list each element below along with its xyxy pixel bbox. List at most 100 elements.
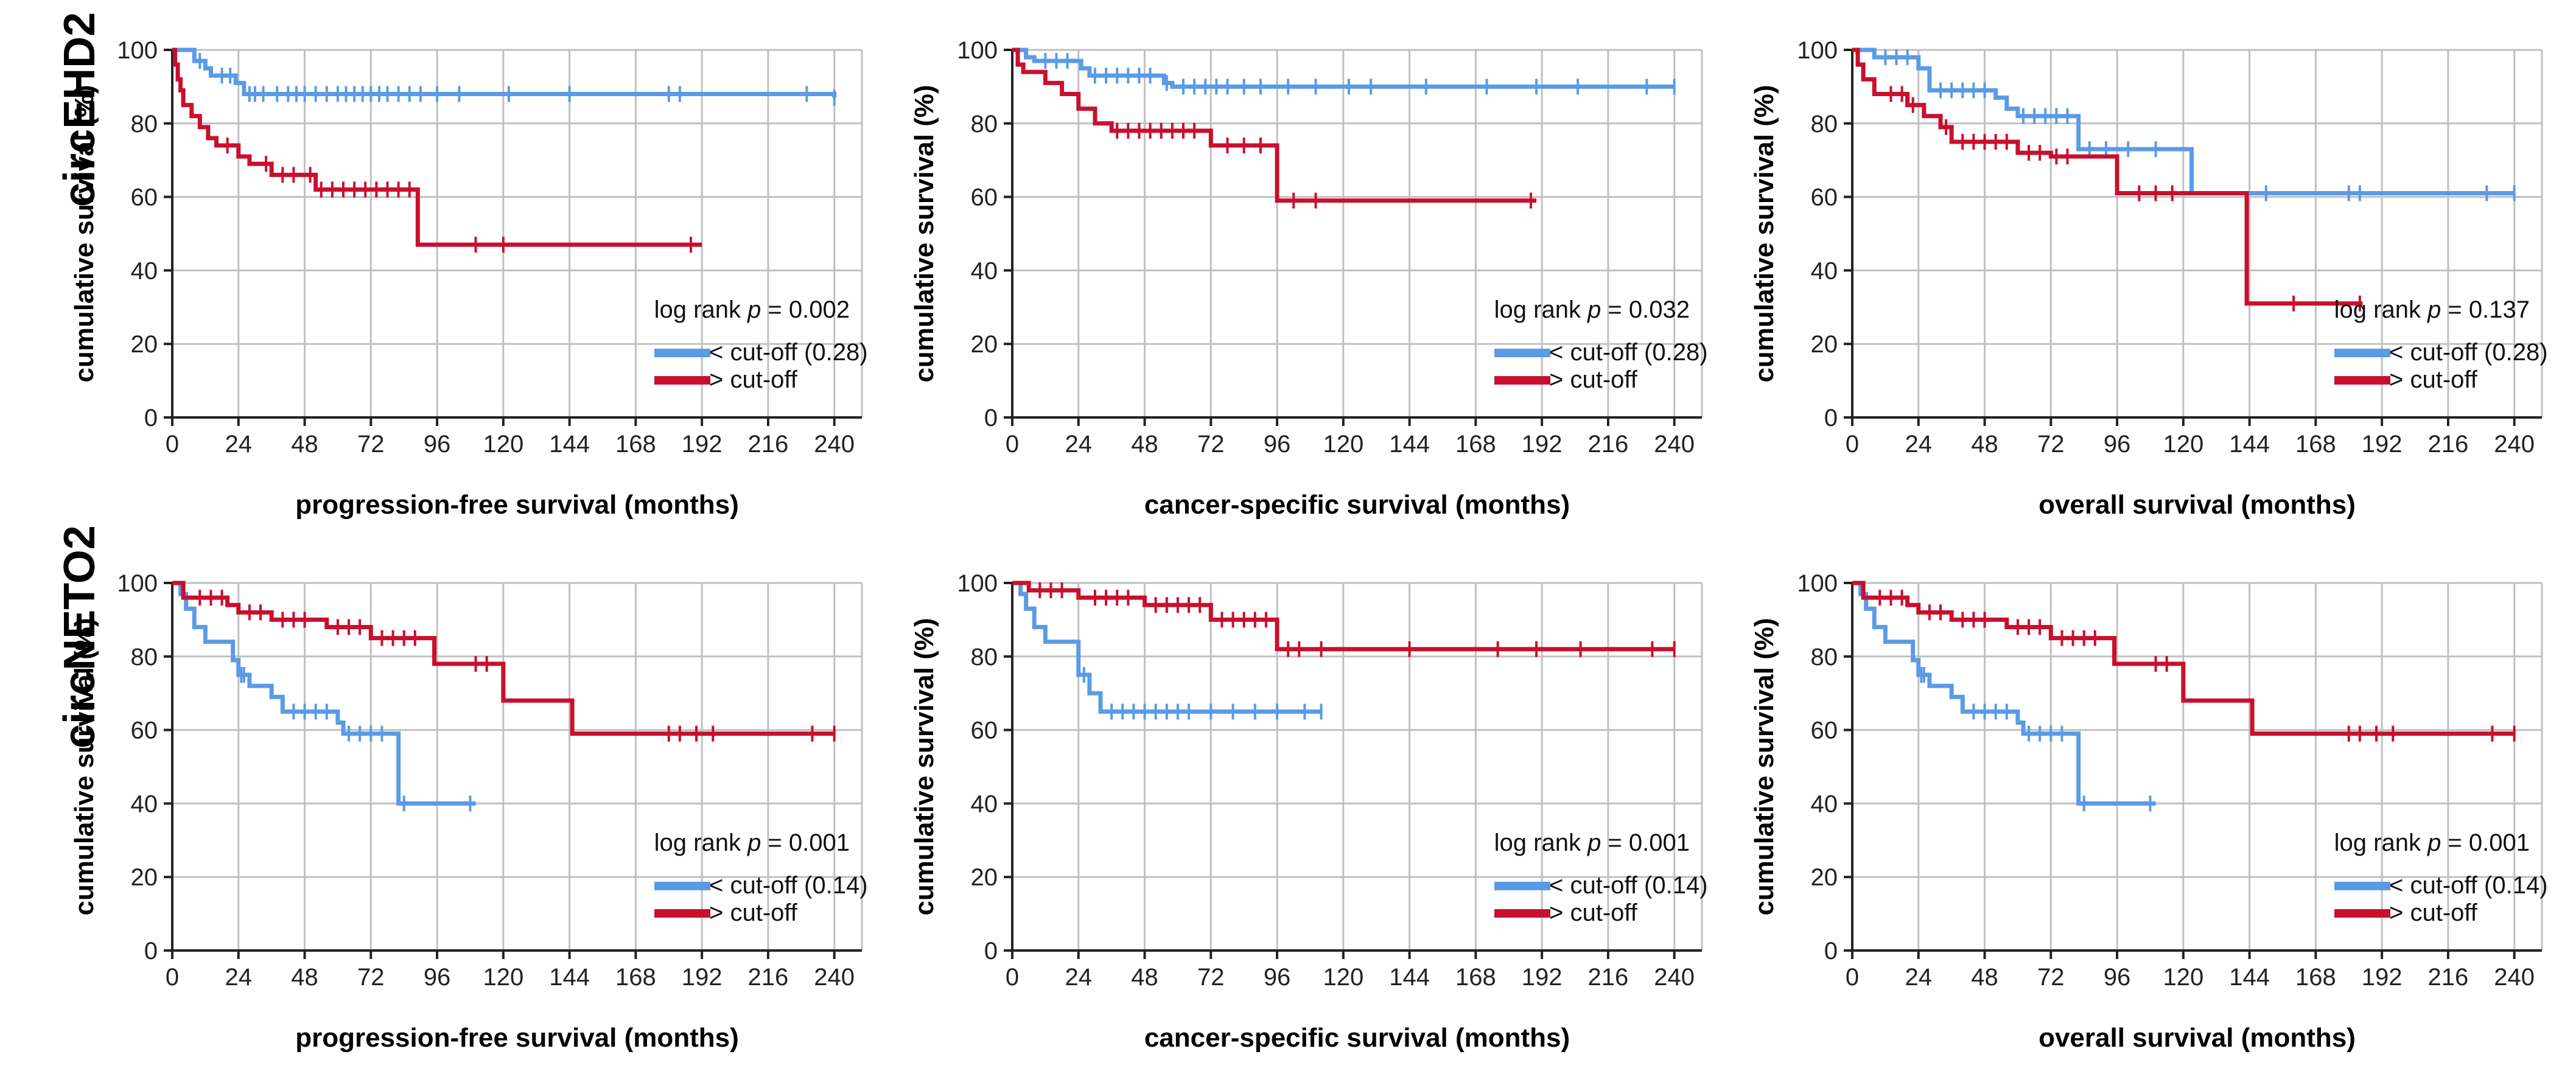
- legend-label-high: > cut-off: [709, 366, 798, 393]
- x-tick-label: 192: [2362, 431, 2403, 458]
- x-tick-label: 24: [225, 431, 253, 458]
- x-tick-label: 48: [291, 964, 318, 991]
- y-axis-title: cumulative survival (%): [69, 85, 99, 382]
- x-tick-label: 72: [357, 431, 385, 458]
- log-rank-value: = 0.032: [1601, 296, 1690, 323]
- y-tick-label: 100: [957, 37, 998, 64]
- km-curve-low: [172, 47, 837, 98]
- x-axis-title: progression-free survival (months): [295, 1023, 739, 1053]
- x-tick-label: 120: [1323, 964, 1363, 991]
- y-tick-label: 40: [1811, 790, 1838, 817]
- y-tick-label: 60: [131, 184, 158, 211]
- y-tick-label: 20: [131, 864, 158, 891]
- x-tick-label: 240: [814, 964, 855, 991]
- x-tick-label: 48: [1971, 964, 1998, 991]
- x-tick-label: 192: [2362, 964, 2403, 991]
- x-tick-label: 216: [748, 964, 789, 991]
- km-curve-low: [1852, 581, 2156, 806]
- x-tick-label: 120: [483, 431, 523, 458]
- legend-label-low: < cut-off (0.28): [2389, 339, 2548, 366]
- log-rank-value: = 0.002: [761, 296, 850, 323]
- y-axis-title: cumulative survival (%): [1749, 618, 1779, 915]
- x-tick-label: 120: [1323, 431, 1363, 458]
- x-tick-label: 0: [1846, 431, 1859, 458]
- x-tick-label: 0: [1846, 964, 1859, 991]
- x-tick-label: 144: [2229, 431, 2270, 458]
- x-tick-label: 168: [2295, 964, 2336, 991]
- log-rank-stat: log rank p = 0.001: [2334, 829, 2530, 856]
- y-tick-label: 100: [117, 570, 158, 597]
- x-tick-label: 168: [2295, 431, 2336, 458]
- y-tick-label: 40: [971, 790, 998, 817]
- log-rank-value: = 0.001: [1601, 829, 1690, 856]
- km-panel: 0 24 48 72 96 120 144 168 192 216 240 0 20 40 60 80 100 c…: [909, 570, 1708, 1053]
- km-panel: 0 24 48 72 96 120 144 168 192 216 240 0 20 40 60 80 100 c…: [909, 37, 1708, 520]
- x-tick-label: 72: [2037, 964, 2065, 991]
- y-tick-label: 20: [1811, 864, 1838, 891]
- km-curve-low: [1852, 47, 2515, 196]
- y-tick-label: 80: [131, 644, 158, 671]
- x-tick-label: 216: [1588, 431, 1629, 458]
- km-panel: 0 24 48 72 96 120 144 168 192 216 240 0 20 40 60 80 100 o…: [1749, 37, 2548, 520]
- log-rank-stat: log rank p = 0.137: [2334, 296, 2530, 323]
- log-rank-value: = 0.001: [761, 829, 850, 856]
- x-tick-label: 216: [2428, 964, 2469, 991]
- x-tick-label: 0: [166, 964, 179, 991]
- x-tick-label: 0: [1006, 431, 1019, 458]
- x-tick-label: 48: [1131, 431, 1158, 458]
- y-tick-label: 60: [1811, 184, 1838, 211]
- x-tick-label: 72: [1197, 964, 1225, 991]
- x-tick-label: 216: [1588, 964, 1629, 991]
- km-panel: 0 24 48 72 96 120 144 168 192 216 240 0 20 40 60 80 100 p…: [69, 37, 868, 520]
- legend-label-high: > cut-off: [1549, 366, 1638, 393]
- x-tick-label: 144: [549, 964, 590, 991]
- y-tick-label: 20: [971, 864, 998, 891]
- y-tick-label: 40: [1811, 257, 1838, 284]
- x-tick-label: 120: [2163, 431, 2203, 458]
- y-tick-label: 60: [971, 717, 998, 744]
- log-rank-p: p: [1587, 829, 1601, 856]
- y-tick-label: 100: [1797, 570, 1838, 597]
- x-tick-label: 144: [1389, 431, 1430, 458]
- y-tick-label: 0: [984, 938, 998, 965]
- legend-label-low: < cut-off (0.14): [1549, 872, 1708, 899]
- km-curve-high: [1852, 47, 2363, 306]
- y-tick-label: 100: [117, 37, 158, 64]
- km-curve-low: [1012, 47, 1675, 89]
- log-rank-stat: log rank p = 0.001: [1494, 829, 1690, 856]
- log-rank-value: = 0.137: [2441, 296, 2530, 323]
- x-tick-label: 240: [1654, 964, 1695, 991]
- x-tick-label: 96: [424, 964, 451, 991]
- x-tick-label: 96: [1264, 964, 1291, 991]
- log-rank-prefix: log rank: [1494, 296, 1587, 323]
- x-tick-label: 48: [291, 431, 318, 458]
- x-tick-label: 96: [2104, 431, 2131, 458]
- legend-label-low: < cut-off (0.14): [709, 872, 868, 899]
- log-rank-prefix: log rank: [1494, 829, 1587, 856]
- x-tick-label: 48: [1971, 431, 1998, 458]
- x-tick-label: 72: [357, 964, 385, 991]
- x-tick-label: 120: [2163, 964, 2203, 991]
- x-axis-title: overall survival (months): [2039, 1023, 2356, 1053]
- x-tick-label: 24: [225, 964, 253, 991]
- x-tick-label: 144: [549, 431, 590, 458]
- y-tick-label: 40: [131, 257, 158, 284]
- x-tick-label: 192: [682, 964, 723, 991]
- log-rank-p: p: [2427, 829, 2441, 856]
- x-tick-label: 96: [2104, 964, 2131, 991]
- y-tick-label: 80: [131, 111, 158, 138]
- y-tick-label: 60: [131, 717, 158, 744]
- x-tick-label: 96: [1264, 431, 1291, 458]
- y-axis-title: cumulative survival (%): [909, 618, 939, 915]
- km-curve-high: [1012, 581, 1675, 652]
- y-tick-label: 80: [971, 111, 998, 138]
- x-tick-label: 0: [166, 431, 179, 458]
- x-tick-label: 72: [2037, 431, 2065, 458]
- log-rank-value: = 0.001: [2441, 829, 2530, 856]
- x-tick-label: 144: [2229, 964, 2270, 991]
- y-tick-label: 80: [1811, 111, 1838, 138]
- km-panel: 0 24 48 72 96 120 144 168 192 216 240 0 20 40 60 80 100 o…: [1749, 570, 2548, 1053]
- x-tick-label: 240: [2494, 964, 2535, 991]
